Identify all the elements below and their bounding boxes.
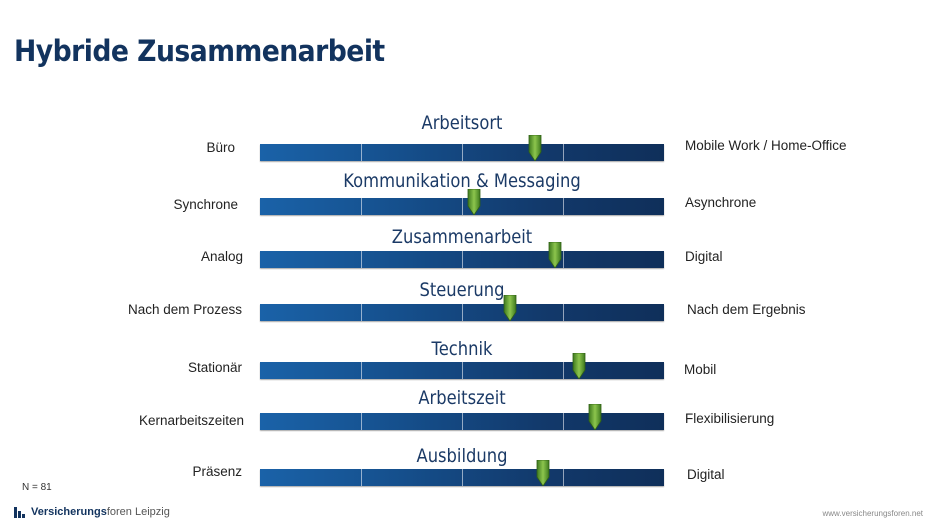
footer-url: www.versicherungsforen.net xyxy=(822,509,924,518)
scale-marker-icon xyxy=(548,242,562,268)
scale-left-label: Analog xyxy=(200,249,243,264)
scale-bar-divider xyxy=(462,304,463,321)
scale-left-label: Büro xyxy=(206,140,235,155)
scale-bar xyxy=(260,295,664,321)
scale-bar-divider xyxy=(462,362,463,379)
scale-right-label: Mobile Work / Home-Office xyxy=(685,138,847,153)
scale-heading: Technik xyxy=(431,338,493,360)
scale-right-label: Digital xyxy=(687,467,725,482)
scale-bar xyxy=(260,135,664,161)
scale-right-label: Flexibilisierung xyxy=(685,411,775,426)
scale-bar-divider xyxy=(361,304,362,321)
scale-heading: Steuerung xyxy=(419,279,505,301)
scale-bar-divider xyxy=(462,413,463,430)
scale-bar xyxy=(260,189,664,215)
scale-bar-divider xyxy=(462,469,463,486)
scale-heading: Zusammenarbeit xyxy=(391,226,533,248)
scale-bar xyxy=(260,353,664,379)
scale-heading: Arbeitszeit xyxy=(418,387,506,409)
scale-right-label: Mobil xyxy=(684,362,717,377)
scale-bar-divider xyxy=(563,251,564,268)
scale-left-label: Präsenz xyxy=(192,464,242,479)
scale-bar-divider xyxy=(462,251,463,268)
scale-bar-divider xyxy=(361,469,362,486)
scale-bar xyxy=(260,460,664,486)
scale-bar xyxy=(260,242,664,268)
scale-right-label: Digital xyxy=(685,249,723,264)
scale-left-label: Stationär xyxy=(187,360,242,375)
logo-text-bold: Versicherungs xyxy=(31,506,107,518)
scale-marker-icon xyxy=(528,135,542,161)
scale-marker-icon xyxy=(588,404,602,430)
scale-heading: Ausbildung xyxy=(416,445,508,467)
scale-bar-divider xyxy=(361,251,362,268)
footer-logo: Versicherungs foren Leipzig xyxy=(14,506,170,518)
scale-bar-divider xyxy=(563,413,564,430)
scale-bar-divider xyxy=(361,198,362,215)
scale-bar-divider xyxy=(563,304,564,321)
scale-heading: Arbeitsort xyxy=(421,112,503,134)
sample-size-note: N = 81 xyxy=(22,482,52,493)
scale-bar-divider xyxy=(462,144,463,161)
scale-bar xyxy=(260,404,664,430)
scale-right-label: Asynchrone xyxy=(685,195,757,210)
scale-bar-divider xyxy=(361,144,362,161)
scale-bar-divider xyxy=(563,362,564,379)
scale-bar-divider xyxy=(563,198,564,215)
scale-bar-divider xyxy=(361,413,362,430)
scale-bar-divider xyxy=(563,469,564,486)
scale-marker-icon xyxy=(467,189,481,215)
scale-marker-icon xyxy=(572,353,586,379)
logo-text-rest: foren Leipzig xyxy=(106,506,170,518)
scale-heading: Kommunikation & Messaging xyxy=(343,170,581,192)
scale-left-label: Synchrone xyxy=(173,197,238,212)
scale-bar-divider xyxy=(563,144,564,161)
scale-left-label: Kernarbeitszeiten xyxy=(138,413,244,428)
logo-mark-icon xyxy=(14,506,28,518)
page-title: Hybride Zusammenarbeit xyxy=(14,34,385,68)
scale-bar-divider xyxy=(462,198,463,215)
scale-marker-icon xyxy=(503,295,517,321)
scale-right-label: Nach dem Ergebnis xyxy=(687,302,806,317)
scale-bar-divider xyxy=(361,362,362,379)
scale-left-label: Nach dem Prozess xyxy=(127,302,242,317)
scale-marker-icon xyxy=(536,460,550,486)
